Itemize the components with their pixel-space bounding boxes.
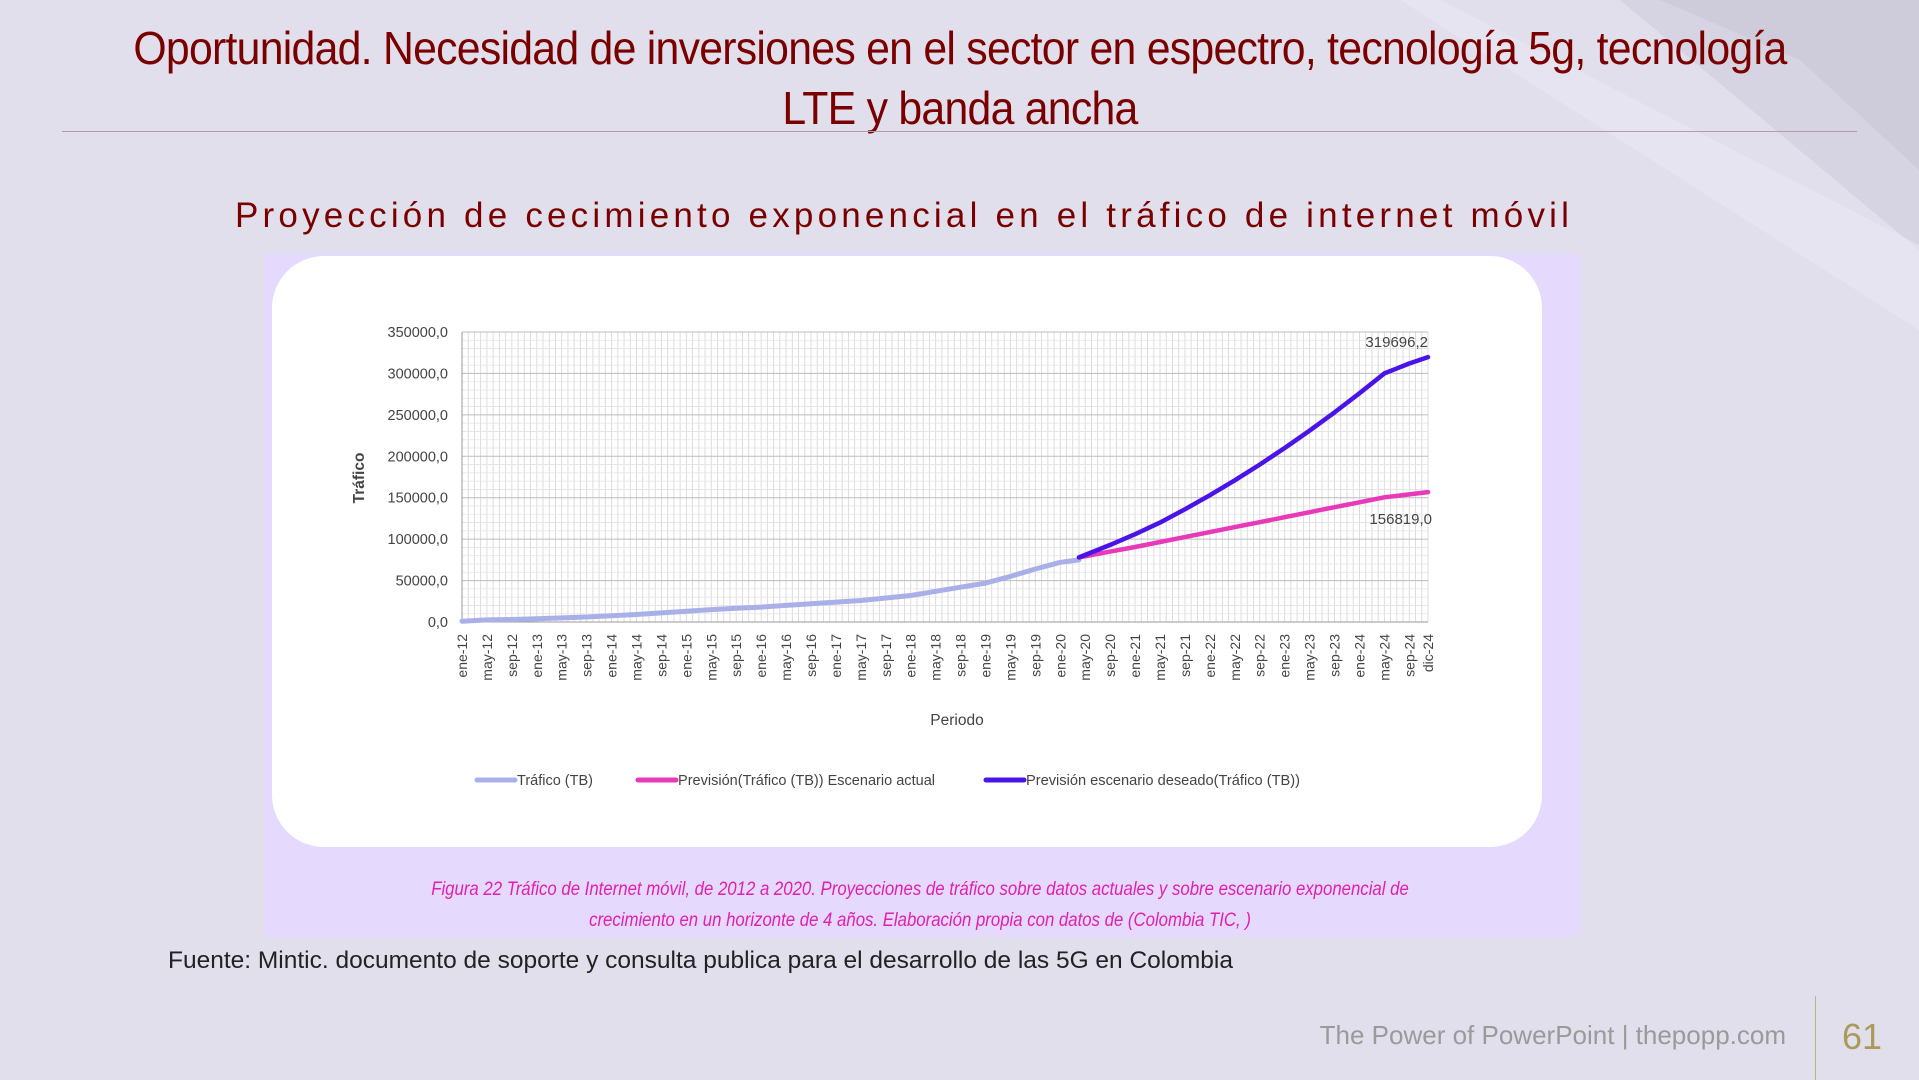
x-tick-label: ene-12 <box>454 634 470 678</box>
y-tick-label: 350000,0 <box>388 325 448 341</box>
title-divider <box>62 131 1857 132</box>
x-tick-label: ene-13 <box>529 634 545 678</box>
x-tick-label: ene-14 <box>604 634 620 678</box>
x-tick-label: may-19 <box>1002 634 1018 681</box>
x-tick-label: sep-12 <box>504 634 520 677</box>
footer-brand: The Power of PowerPoint | thepopp.com <box>1319 1020 1786 1050</box>
x-tick-label: sep-23 <box>1327 634 1343 677</box>
x-tick-label: dic-24 <box>1420 634 1436 672</box>
y-tick-label: 0,0 <box>428 615 448 631</box>
legend-label-1: Tráfico (TB) <box>517 772 593 789</box>
y-tick-label: 300000,0 <box>388 366 448 382</box>
y-tick-label: 100000,0 <box>388 532 448 548</box>
source-note: Fuente: Mintic. documento de soporte y c… <box>168 947 1233 974</box>
y-axis-title: Tráfico <box>351 453 368 504</box>
x-tick-label: sep-19 <box>1027 634 1043 677</box>
plot-area <box>462 332 1428 622</box>
x-tick-label: ene-24 <box>1351 634 1367 678</box>
x-tick-label: may-23 <box>1302 634 1318 681</box>
figure-caption: Figura 22 Tráfico de Internet móvil, de … <box>431 878 1409 931</box>
x-tick-label: ene-19 <box>978 634 994 678</box>
x-tick-label: ene-23 <box>1277 634 1293 678</box>
x-tick-label: may-22 <box>1227 634 1243 681</box>
x-tick-label: sep-20 <box>1102 634 1118 677</box>
x-axis-title: Periodo <box>930 712 983 729</box>
x-tick-label: may-14 <box>629 634 645 681</box>
x-tick-label: sep-14 <box>653 634 669 677</box>
y-tick-label: 200000,0 <box>388 449 448 465</box>
x-tick-label: sep-17 <box>878 634 894 677</box>
x-tick-label: may-12 <box>479 634 495 681</box>
x-tick-label: sep-15 <box>728 634 744 677</box>
footer-divider <box>1815 996 1816 1080</box>
series-line-2 <box>1076 489 1431 560</box>
legend-label-2: Previsión(Tráfico (TB)) Escenario actual <box>678 772 935 789</box>
x-tick-label: ene-16 <box>753 634 769 678</box>
series-line-1 <box>459 557 1082 624</box>
x-tick-label: may-20 <box>1077 634 1093 681</box>
x-tick-label: may-18 <box>928 634 944 681</box>
page-number: 61 <box>1842 1016 1883 1057</box>
y-tick-label: 250000,0 <box>388 408 448 424</box>
x-tick-label: ene-21 <box>1127 634 1143 678</box>
x-tick-label: sep-13 <box>579 634 595 677</box>
traffic-chart: 0,0 50000,0 100000,0 150000,0 200000,0 250000… <box>351 325 1436 789</box>
y-tick-label: 50000,0 <box>396 574 448 590</box>
x-tick-label: sep-21 <box>1177 634 1193 677</box>
data-label-current-final: 156819,0 <box>1369 511 1432 528</box>
x-tick-label: ene-15 <box>678 634 694 678</box>
slide-title: Oportunidad. Necesidad de inversiones en… <box>133 22 1787 134</box>
x-tick-label: sep-22 <box>1252 634 1268 677</box>
x-tick-label: may-13 <box>554 634 570 681</box>
x-tick-label: may-16 <box>778 634 794 681</box>
y-tick-label: 150000,0 <box>388 491 448 507</box>
legend-label-3: Previsión escenario deseado(Tráfico (TB)… <box>1026 772 1300 789</box>
x-tick-label: ene-18 <box>903 634 919 678</box>
series-line-3 <box>1076 354 1431 560</box>
x-tick-label: ene-20 <box>1052 634 1068 678</box>
x-tick-label: ene-22 <box>1202 634 1218 678</box>
x-tick-label: may-15 <box>703 634 719 681</box>
data-label-desired-final: 319696,2 <box>1365 334 1428 351</box>
chart-heading: Proyección de cecimiento exponencial en … <box>235 196 1574 235</box>
x-tick-label: sep-16 <box>803 634 819 677</box>
x-tick-label: may-17 <box>853 634 869 681</box>
x-tick-label: sep-18 <box>953 634 969 677</box>
x-tick-label: ene-17 <box>828 634 844 678</box>
x-tick-label: may-24 <box>1376 634 1392 681</box>
x-tick-label: sep-24 <box>1401 634 1417 677</box>
x-tick-label: may-21 <box>1152 634 1168 681</box>
